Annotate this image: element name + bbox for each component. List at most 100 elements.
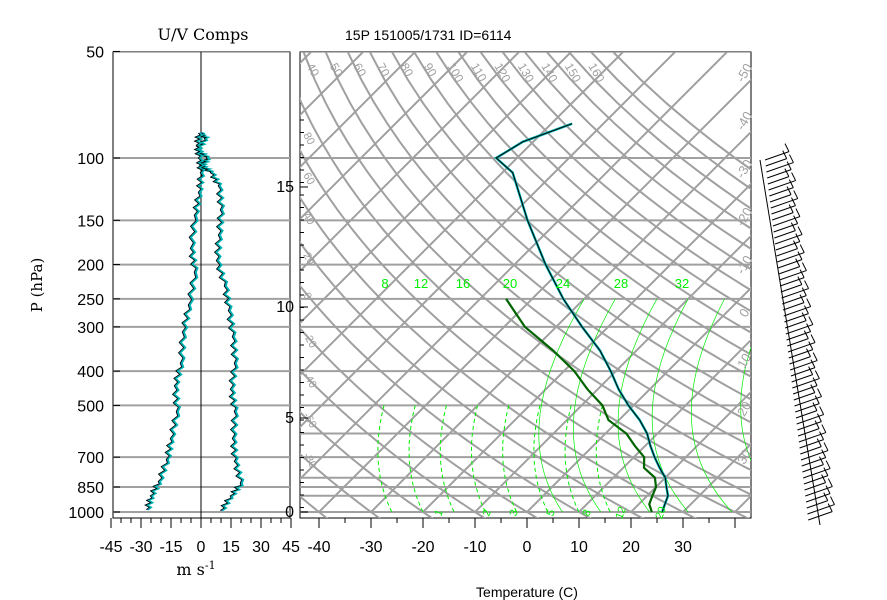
dry-adiabat	[523, 52, 751, 251]
dry-adiabat	[479, 52, 751, 292]
saturation-label: 2	[480, 508, 493, 518]
height-tick-label: 15	[276, 179, 294, 196]
isotherm	[422, 182, 751, 513]
isotherm	[300, 52, 573, 325]
wind-barb-flag	[817, 388, 822, 397]
pressure-axis-label: P (hPa)	[28, 258, 46, 313]
dry-adiabat	[300, 195, 697, 518]
pressure-tick-label: 850	[77, 480, 104, 497]
wind-barb-flag	[797, 276, 803, 285]
isotherm-label: -50	[733, 61, 755, 85]
wind-barb-flag	[791, 197, 796, 206]
wind-barb	[764, 151, 790, 161]
mixing-ratio-line	[690, 298, 733, 513]
mixing-ratio-label: 8	[381, 276, 388, 291]
theta-label: 80	[397, 61, 416, 80]
isotherm	[787, 51, 887, 512]
wind-barb	[792, 385, 818, 395]
pressure-tick-label: 700	[77, 450, 104, 467]
wind-barb	[776, 248, 798, 257]
dry-adiabat	[300, 410, 434, 518]
wind-barb	[782, 302, 805, 311]
height-tick-label: 5	[285, 410, 294, 427]
wind-barb-flag	[790, 222, 796, 231]
wind-barb	[769, 187, 794, 197]
left-panel-title: U/V Comps	[157, 25, 248, 44]
wind-barb-flag	[810, 334, 816, 343]
wind-barb-flag	[803, 330, 809, 339]
pressure-axis: 50 100 150 200 250 300 400 500 700 850 1000	[68, 44, 120, 522]
saturation-line	[408, 405, 424, 513]
wind-barb	[802, 464, 824, 473]
uv-series-cyan-1	[144, 132, 206, 511]
wind-barb-flag	[799, 269, 805, 278]
mixing-ratio-line	[651, 298, 689, 513]
pressure-tick-label: 500	[77, 398, 104, 415]
wind-barb-flag	[793, 215, 799, 224]
wind-barb	[786, 331, 811, 341]
uv-panel-grid	[113, 52, 290, 518]
mixing-ratio-line	[538, 298, 585, 513]
wind-barb-flag	[795, 208, 801, 217]
wind-barb	[771, 205, 796, 215]
dry-adiabat	[300, 97, 751, 496]
dry-adiabat	[368, 52, 751, 401]
wind-barb-flag	[816, 438, 822, 447]
isotherm	[300, 52, 313, 65]
wind-unit-label: m s-1	[176, 559, 215, 579]
isotherm-label: -10	[733, 253, 755, 277]
pressure-tick-label: 200	[77, 258, 104, 275]
saturation-label: 1	[432, 508, 445, 518]
saturation-label: 12	[613, 505, 628, 521]
saturation-line	[471, 405, 486, 513]
isotherm	[578, 338, 751, 513]
wind-barb	[777, 259, 803, 269]
wind-barb-flag	[786, 186, 792, 195]
theta-label: 70	[374, 61, 393, 80]
saturation-label: 20	[653, 505, 668, 521]
wind-barb	[793, 392, 815, 401]
side-label: 80	[300, 131, 317, 148]
saturation-label: 5	[544, 508, 557, 518]
wind-barb	[774, 230, 796, 239]
wind-barb	[765, 158, 787, 167]
temperature-tick-label: -10	[463, 539, 486, 556]
temperature-tick-label: 30	[674, 539, 692, 556]
wind-barb-flag	[784, 168, 790, 177]
wind-barb-flag	[827, 503, 833, 512]
wind-barb	[795, 410, 818, 419]
isotherm-label: 30	[734, 447, 754, 467]
side-label: 60	[300, 171, 317, 188]
uv-profiles	[144, 132, 245, 512]
wind-barb-flag	[793, 190, 799, 199]
wind-barb-flag	[797, 226, 803, 235]
wind-barbs	[759, 143, 835, 526]
wind-barb-flag	[808, 316, 814, 325]
wind-tick-label: 0	[197, 539, 206, 556]
wind-tick-label: 30	[252, 539, 270, 556]
wind-barb-flag	[788, 179, 794, 188]
mixing-ratio-label: 20	[503, 276, 517, 291]
wind-barb-flag	[816, 413, 822, 422]
pressure-tick-label: 250	[77, 292, 104, 309]
dry-adiabat	[300, 326, 539, 518]
wind-tick-label: 15	[222, 539, 240, 556]
wind-barb-flag	[810, 359, 816, 368]
wind-barb-flag	[801, 287, 807, 296]
wind-barb	[773, 223, 798, 233]
side-label: 40	[300, 211, 317, 228]
dry-adiabat	[300, 495, 329, 518]
theta-label: 110	[468, 61, 490, 85]
wind-barb	[772, 212, 794, 221]
wind-barb	[791, 374, 813, 383]
wind-barb	[784, 313, 809, 323]
theta-label: 120	[491, 61, 513, 86]
wind-barb-flag	[784, 143, 790, 152]
dry-adiabat	[457, 52, 751, 313]
wind-barb-flag	[799, 294, 805, 303]
wind-barb-flag	[814, 395, 820, 404]
uv-series-blue-1	[144, 132, 205, 511]
temperature-tick-label: 0	[523, 539, 532, 556]
wind-barb-flag	[806, 323, 812, 332]
wind-barb	[775, 241, 800, 251]
